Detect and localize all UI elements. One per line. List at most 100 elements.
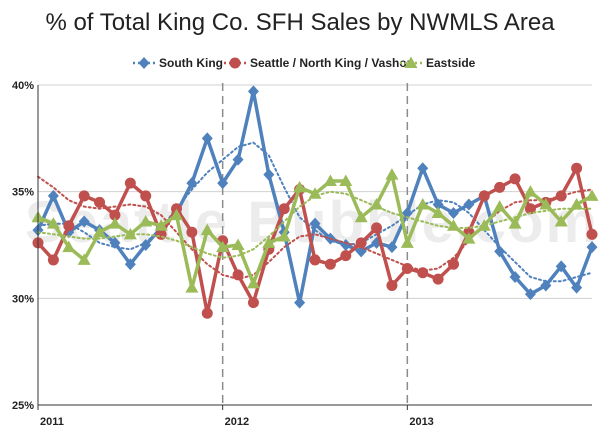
data-point [586,241,598,254]
data-point [463,198,475,211]
data-point [277,229,291,242]
data-point [401,262,413,274]
series-3 [31,168,599,293]
trend-line [37,190,593,259]
data-point [109,236,121,249]
data-point [509,173,521,185]
data-point [571,162,583,174]
data-point [386,241,398,254]
data-point [354,210,368,223]
y-tick-label: 25% [12,400,34,412]
data-point [216,240,230,253]
data-point [432,273,444,285]
data-point [494,245,506,258]
data-point [417,162,429,175]
data-point [308,187,322,199]
data-point [278,203,290,215]
data-point [124,177,136,189]
data-point [585,189,599,201]
data-point [138,57,150,69]
data-point [448,258,459,270]
data-point [93,225,107,238]
data-point [78,215,90,228]
y-tick-label: 35% [12,187,34,199]
data-point [200,223,214,236]
trend-line [37,175,593,281]
data-point [540,279,552,292]
data-point [108,217,122,229]
data-point [201,132,213,145]
data-point [231,238,245,250]
data-point [524,203,536,215]
data-point [309,217,321,230]
y-tick-label: 40% [12,80,34,92]
legend-entry: Seattle / North King / Vashon [224,56,414,70]
data-point [339,174,353,186]
data-point [555,260,567,273]
data-point [477,219,491,231]
data-point [123,227,137,240]
data-point [247,85,259,98]
data-point [246,276,260,289]
data-point [509,271,521,283]
data-point [386,280,398,292]
data-point [77,253,91,265]
legend: South King Seattle / North King / Vashon E… [133,56,476,70]
data-point [400,236,414,248]
data-point [494,181,506,193]
data-point [217,177,229,190]
data-point [447,219,460,231]
data-point [554,215,568,227]
series-group [31,85,599,319]
data-point [416,197,430,210]
data-point [370,197,384,210]
data-point [539,197,553,210]
data-point [493,200,507,212]
data-point [124,258,136,271]
data-point [432,198,444,211]
data-point [62,240,76,253]
data-point [186,226,198,238]
data-point [294,296,306,309]
data-point [431,206,445,218]
data-point [523,185,537,197]
data-point [309,254,321,266]
data-point [232,153,244,166]
data-point [524,288,536,301]
data-point [94,196,106,208]
legend-label: Eastside [426,56,476,70]
data-point [355,237,367,249]
data-point [46,217,60,229]
data-point [47,189,59,202]
data-point [462,232,476,244]
data-point [78,190,90,202]
data-point [140,239,152,251]
x-tick-label: 2013 [409,416,433,428]
legend-label: South King [159,56,223,70]
data-point [417,267,429,279]
data-point [109,209,121,221]
legend-entry: Eastside [400,56,476,70]
data-point [170,208,183,221]
legend-label: Seattle / North King / Vashon [250,56,414,70]
data-point [385,168,399,180]
data-point [508,217,522,229]
y-tick-label: 30% [12,293,34,305]
data-point [247,297,259,309]
data-point [340,250,352,262]
data-point [139,215,153,227]
data-point [571,281,583,294]
data-point [140,190,152,202]
data-point [186,177,198,190]
legend-entry: South King [133,56,223,70]
data-point [404,56,418,68]
data-point [263,168,275,181]
data-point [63,220,75,232]
axes: 25% 30% 35% 40% 2011 2012 2013 [12,80,592,428]
data-point [232,269,244,281]
chart-title: % of Total King Co. SFH Sales by NWMLS A… [45,9,555,36]
data-point [293,180,307,193]
data-point [229,57,241,69]
data-point [371,222,383,234]
